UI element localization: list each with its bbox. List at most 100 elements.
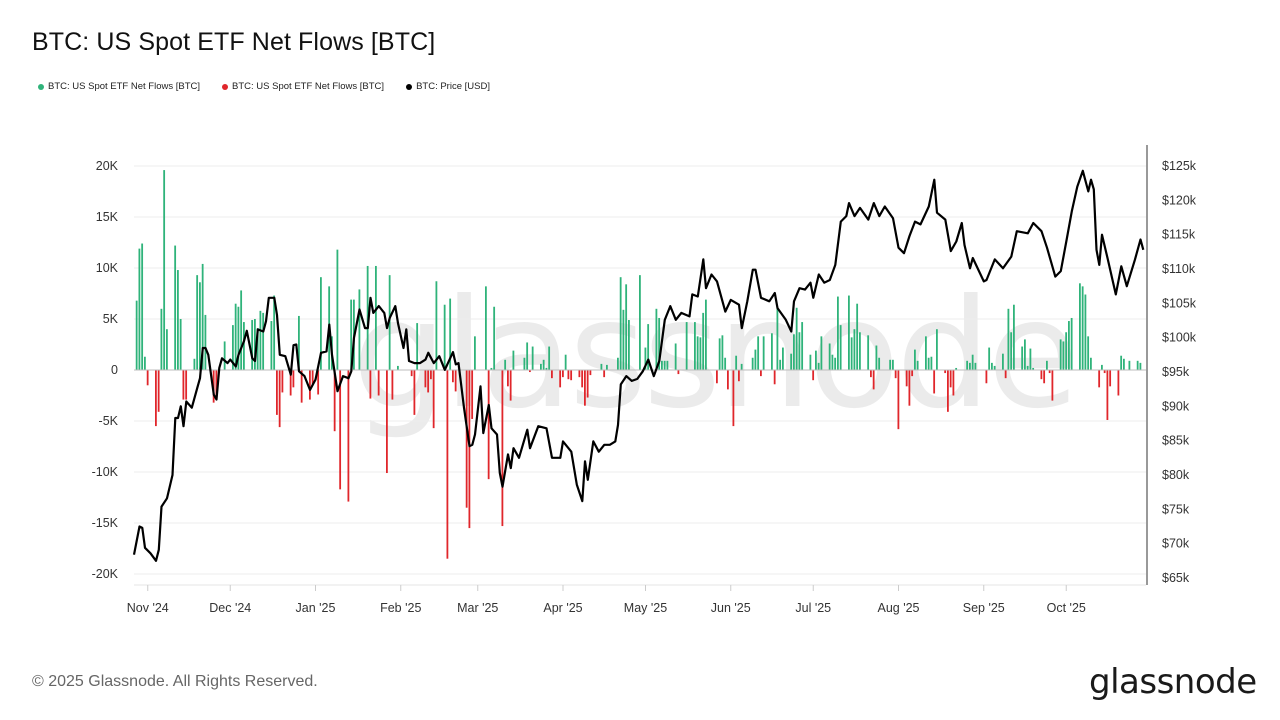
glassnode-logo: glassnode: [1089, 662, 1257, 702]
flow-bars: [135, 170, 1142, 559]
y-right-tick-label: $105k: [1162, 296, 1197, 310]
inflow-bar: [237, 306, 240, 370]
outflow-bar: [465, 370, 468, 508]
inflow-bar: [179, 319, 182, 370]
x-tick-label: Feb '25: [380, 601, 421, 615]
y-left-tick-label: -5K: [99, 414, 119, 428]
inflow-bar: [1032, 367, 1035, 370]
inflow-bar: [702, 312, 705, 370]
inflow-bar: [892, 359, 894, 370]
outflow-bar: [760, 370, 762, 377]
legend-item-inflows[interactable]: BTC: US Spot ETF Net Flows [BTC]: [38, 81, 200, 92]
outflow-bar: [317, 370, 320, 395]
inflow-bar: [273, 295, 276, 370]
outflow-bar: [146, 370, 149, 386]
inflow-bar: [820, 336, 823, 370]
inflow-bar: [375, 265, 377, 370]
inflow-bar: [523, 357, 526, 370]
outflow-bar: [1040, 370, 1043, 380]
outflow-bar: [872, 370, 875, 390]
inflow-bar: [853, 329, 856, 370]
inflow-bar: [655, 308, 658, 370]
outflow-bar: [424, 370, 427, 388]
outflow-bar: [333, 370, 336, 432]
inflow-bar: [801, 322, 804, 370]
y-left-tick-label: 0: [111, 363, 118, 377]
inflow-bar: [526, 342, 529, 370]
outflow-bar: [773, 370, 776, 385]
inflow-bar: [193, 358, 196, 370]
inflow-bar: [606, 364, 608, 370]
inflow-bar: [564, 354, 567, 370]
inflow-bar: [540, 363, 542, 370]
inflow-bar: [617, 357, 619, 370]
inflow-bar: [449, 298, 452, 370]
inflow-bar: [619, 277, 622, 370]
legend-item-outflows[interactable]: BTC: US Spot ETF Net Flows [BTC]: [222, 81, 384, 92]
chart-title: BTC: US Spot ETF Net Flows [BTC]: [32, 28, 436, 56]
inflow-bar: [793, 334, 795, 370]
x-tick-label: Jun '25: [711, 601, 751, 615]
inflow-bar: [754, 349, 757, 370]
inflow-bar: [817, 362, 820, 370]
outflow-bar: [1103, 370, 1106, 374]
inflow-bar: [914, 349, 916, 370]
outflow-bar: [567, 370, 570, 380]
inflow-bar: [1084, 294, 1087, 370]
x-tick-label: Dec '24: [209, 601, 251, 615]
inflow-bar: [251, 320, 254, 370]
inflow-bar: [795, 307, 798, 370]
outflow-bar: [452, 370, 454, 383]
inflow-bar: [848, 295, 850, 370]
inflow-bar: [531, 346, 534, 370]
inflow-bar: [1065, 332, 1068, 370]
inflow-bar: [724, 357, 727, 370]
inflow-bar: [834, 357, 837, 370]
inflow-bar: [545, 367, 548, 370]
outflow-bar: [215, 370, 218, 396]
y-left-tick-label: 5K: [103, 312, 119, 326]
legend-label: BTC: US Spot ETF Net Flows [BTC]: [48, 81, 201, 92]
inflow-bar: [925, 336, 927, 370]
inflow-bar: [490, 367, 493, 370]
inflow-bar: [512, 350, 515, 370]
inflow-bar: [1059, 339, 1062, 370]
inflow-bar: [485, 286, 487, 370]
inflow-bar: [828, 343, 831, 370]
y-left-tick-label: -20K: [92, 567, 119, 581]
outflow-bar: [947, 370, 949, 412]
outflow-bar: [1043, 370, 1046, 384]
inflow-bar: [685, 322, 688, 370]
y-right-tick-label: $90k: [1162, 399, 1190, 413]
outflow-bar: [309, 370, 311, 400]
outflow-bar: [559, 370, 562, 388]
legend-item-price[interactable]: BTC: Price [USD]: [406, 81, 490, 92]
inflow-bar: [234, 303, 237, 370]
outflow-bar: [570, 370, 573, 381]
inflow-bar: [542, 359, 545, 370]
inflow-bar: [1090, 357, 1092, 370]
inflow-bar: [966, 360, 969, 370]
outflow-bar: [589, 370, 592, 376]
inflow-bar: [163, 170, 166, 370]
legend-dot-green-icon: [38, 83, 44, 90]
inflow-bar: [993, 365, 996, 370]
outflow-bar: [430, 370, 432, 380]
outflow-bar: [551, 370, 553, 379]
copyright: © 2025 Glassnode. All Rights Reserved.: [32, 673, 318, 690]
inflow-bar: [699, 337, 702, 370]
outflow-bar: [894, 370, 897, 379]
inflow-bar: [223, 341, 226, 370]
inflow-bar: [782, 347, 784, 370]
inflow-bar: [1029, 348, 1032, 370]
outflow-bar: [1051, 370, 1054, 401]
legend-dot-black-icon: [406, 83, 413, 90]
outflow-bar: [413, 370, 416, 415]
x-tick-label: Sep '25: [963, 601, 1005, 615]
outflow-bar: [281, 370, 284, 393]
x-tick-label: Mar '25: [457, 601, 498, 615]
inflow-bar: [779, 359, 782, 370]
outflow-bar: [410, 370, 413, 377]
inflow-bar: [232, 325, 234, 370]
inflow-bar: [916, 360, 919, 370]
